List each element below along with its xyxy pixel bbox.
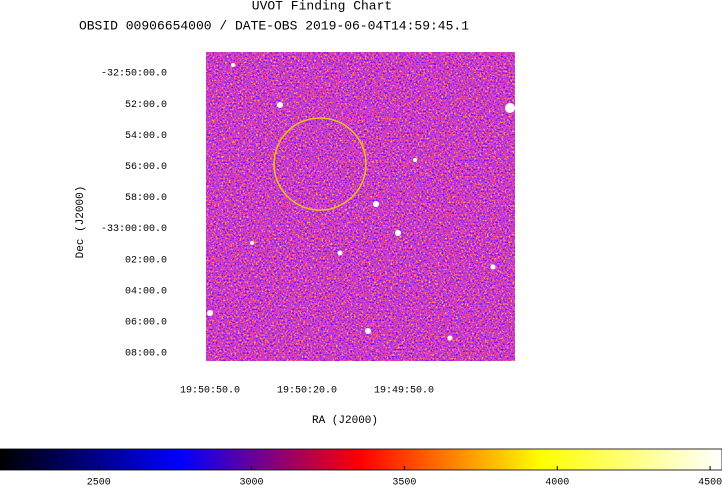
y-tick-label: 02:00.0 (125, 255, 167, 266)
y-tick-label: 04:00.0 (125, 286, 167, 297)
y-tick-label: 52:00.0 (125, 100, 167, 111)
y-tick-label: -32:50:00.0 (101, 69, 167, 80)
y-tick-label: 54:00.0 (125, 131, 167, 142)
sky-image (206, 52, 515, 361)
chart-title: UVOT Finding Chart (252, 0, 392, 13)
chart-subtitle: OBSID 00906654000 / DATE-OBS 2019-06-04T… (79, 18, 469, 33)
colorbar-tick-label: 4000 (545, 478, 569, 489)
x-tick-label: 19:49:50.0 (374, 386, 434, 397)
colorbar-tick-label: 4500 (698, 478, 722, 489)
x-axis-label: RA (J2000) (312, 415, 378, 427)
y-tick-label: -33:00:00.0 (101, 224, 167, 235)
y-tick-label: 08:00.0 (125, 349, 167, 360)
source-region (273, 117, 367, 211)
y-tick-label: 58:00.0 (125, 193, 167, 204)
y-axis-label: Dec (J2000) (75, 186, 87, 259)
y-tick-label: 06:00.0 (125, 318, 167, 329)
x-tick-label: 19:50:20.0 (277, 386, 337, 397)
colorbar-tick-label: 2500 (87, 478, 111, 489)
colorbar-tick-label: 3500 (392, 478, 416, 489)
colorbar (0, 448, 722, 471)
y-tick-label: 56:00.0 (125, 162, 167, 173)
stars (207, 63, 515, 341)
x-tick-label: 19:50:50.0 (180, 386, 240, 397)
colorbar-tick-label: 3000 (240, 478, 264, 489)
